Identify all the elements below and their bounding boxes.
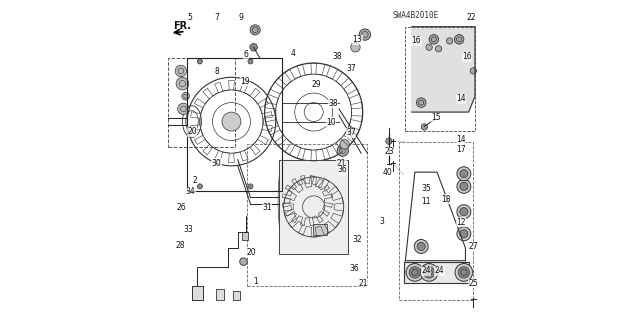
Circle shape — [178, 103, 189, 115]
Circle shape — [457, 227, 471, 241]
Text: 38: 38 — [333, 52, 342, 61]
Circle shape — [239, 258, 247, 265]
Circle shape — [460, 230, 468, 238]
Circle shape — [351, 42, 360, 52]
Text: 20: 20 — [187, 127, 196, 136]
Circle shape — [248, 184, 253, 189]
Text: 18: 18 — [441, 195, 451, 204]
Text: 28: 28 — [175, 241, 185, 250]
Text: 3: 3 — [380, 217, 384, 226]
Circle shape — [250, 25, 260, 35]
Text: 34: 34 — [186, 187, 195, 196]
Text: 32: 32 — [353, 235, 362, 244]
Text: 24: 24 — [421, 266, 431, 275]
Text: FR.: FR. — [173, 21, 191, 31]
Text: 36: 36 — [338, 165, 348, 174]
Text: 6: 6 — [243, 50, 248, 59]
Text: 22: 22 — [467, 13, 476, 22]
Circle shape — [197, 184, 202, 189]
Circle shape — [435, 46, 442, 52]
Text: 26: 26 — [177, 203, 186, 212]
Circle shape — [460, 170, 468, 178]
FancyBboxPatch shape — [404, 262, 468, 283]
FancyBboxPatch shape — [233, 291, 240, 300]
Circle shape — [457, 179, 471, 193]
Circle shape — [175, 65, 186, 77]
FancyBboxPatch shape — [242, 232, 248, 240]
Text: 40: 40 — [383, 168, 393, 177]
FancyBboxPatch shape — [192, 286, 203, 300]
Text: 23: 23 — [384, 147, 394, 156]
Circle shape — [340, 140, 349, 149]
Circle shape — [409, 267, 420, 278]
Text: 24: 24 — [435, 266, 444, 275]
Text: 25: 25 — [468, 279, 478, 288]
Text: 14: 14 — [456, 94, 465, 103]
Circle shape — [337, 145, 348, 156]
Circle shape — [359, 29, 371, 40]
Circle shape — [457, 167, 471, 181]
Circle shape — [421, 124, 428, 130]
Text: 7: 7 — [215, 13, 220, 22]
Text: 38: 38 — [328, 99, 338, 108]
Text: 13: 13 — [353, 35, 362, 44]
Text: 21: 21 — [337, 159, 346, 168]
Text: 5: 5 — [188, 13, 192, 22]
Text: 37: 37 — [346, 64, 356, 73]
Circle shape — [406, 263, 424, 281]
Text: 27: 27 — [468, 242, 478, 251]
Circle shape — [414, 240, 428, 253]
Circle shape — [426, 44, 432, 50]
Text: SWA4B2010E: SWA4B2010E — [393, 11, 439, 20]
Circle shape — [417, 98, 426, 107]
Text: 4: 4 — [291, 49, 296, 58]
Text: 21: 21 — [359, 279, 369, 288]
Circle shape — [454, 34, 464, 44]
Text: 19: 19 — [240, 77, 250, 85]
Text: 30: 30 — [211, 159, 221, 168]
Circle shape — [386, 138, 392, 144]
Circle shape — [460, 182, 468, 190]
Text: 11: 11 — [421, 197, 431, 206]
Circle shape — [197, 59, 202, 64]
Polygon shape — [412, 27, 475, 112]
Text: 2: 2 — [193, 175, 198, 185]
Circle shape — [455, 263, 473, 281]
Circle shape — [458, 267, 470, 278]
Circle shape — [424, 267, 435, 278]
FancyBboxPatch shape — [279, 160, 348, 254]
Circle shape — [250, 43, 257, 51]
Circle shape — [248, 59, 253, 64]
Text: 37: 37 — [346, 128, 356, 137]
Text: 9: 9 — [239, 13, 243, 22]
Text: 8: 8 — [215, 67, 220, 76]
Text: 17: 17 — [456, 145, 465, 154]
Text: 35: 35 — [421, 184, 431, 193]
Circle shape — [447, 38, 453, 44]
Text: 14: 14 — [456, 135, 465, 145]
Text: 29: 29 — [312, 80, 321, 89]
Circle shape — [460, 208, 468, 216]
Text: 12: 12 — [456, 218, 465, 226]
Text: 36: 36 — [349, 264, 359, 273]
FancyBboxPatch shape — [313, 224, 327, 235]
Text: 31: 31 — [262, 203, 272, 212]
Text: 16: 16 — [412, 36, 421, 45]
Circle shape — [457, 205, 471, 219]
Text: 10: 10 — [326, 118, 336, 127]
Text: 15: 15 — [431, 113, 441, 122]
Circle shape — [222, 112, 241, 131]
Circle shape — [420, 263, 438, 281]
FancyBboxPatch shape — [216, 288, 223, 300]
Circle shape — [417, 242, 426, 250]
Text: 1: 1 — [253, 277, 257, 286]
Text: 20: 20 — [246, 248, 256, 257]
Circle shape — [429, 34, 438, 44]
Circle shape — [470, 68, 477, 74]
Text: 16: 16 — [462, 52, 472, 61]
Circle shape — [176, 77, 189, 90]
Circle shape — [182, 93, 189, 100]
Text: 33: 33 — [183, 225, 193, 234]
